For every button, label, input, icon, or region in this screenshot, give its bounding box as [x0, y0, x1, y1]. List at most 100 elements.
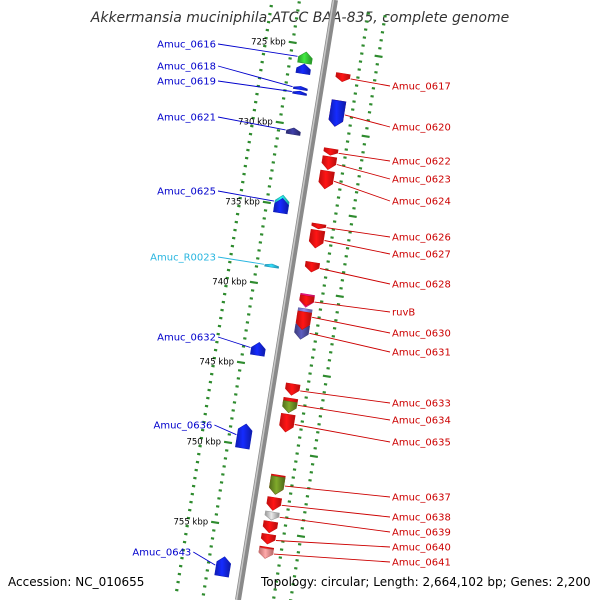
- tick-mark: [275, 120, 284, 125]
- gene-arrow[interactable]: [282, 400, 298, 414]
- gene-arrow[interactable]: [279, 412, 296, 433]
- gene-arrow[interactable]: [304, 260, 321, 273]
- tick-mark: [184, 532, 188, 536]
- tick-mark: [265, 28, 270, 32]
- gene-label[interactable]: Amuc_0633: [392, 399, 451, 410]
- tick-mark: [354, 84, 359, 87]
- gene-arrow[interactable]: [308, 228, 326, 249]
- tick-mark: [220, 308, 224, 312]
- gene-arrow[interactable]: [266, 496, 283, 511]
- gene-label[interactable]: Amuc_0631: [392, 348, 451, 359]
- gene-arrow[interactable]: [264, 510, 280, 521]
- gene-arrow[interactable]: [328, 99, 347, 127]
- gene-label[interactable]: Amuc_0619: [157, 77, 216, 88]
- gene-arrow[interactable]: [260, 532, 277, 545]
- backbone-highlight: [235, 0, 335, 600]
- tick-mark: [217, 324, 222, 328]
- tick-mark: [335, 294, 344, 299]
- leader-line: [312, 316, 391, 334]
- gene-arrow[interactable]: [273, 198, 289, 215]
- tick-mark: [177, 572, 182, 576]
- gene-label[interactable]: Amuc_0639: [392, 528, 451, 539]
- tick-mark: [262, 200, 271, 205]
- gene-arrow[interactable]: [318, 169, 335, 190]
- gene-arrow[interactable]: [285, 127, 301, 136]
- gene-label[interactable]: Amuc_0643: [132, 548, 191, 559]
- gene-label[interactable]: Amuc_0641: [392, 558, 451, 569]
- gene-label[interactable]: Amuc_0616: [157, 40, 216, 51]
- gene-arrow[interactable]: [323, 147, 339, 156]
- gene-label[interactable]: Amuc_0632: [157, 333, 216, 344]
- gene-label[interactable]: Amuc_0638: [392, 513, 451, 524]
- leader-line: [193, 551, 216, 566]
- gene-arrow[interactable]: [335, 72, 351, 82]
- gene-arrow[interactable]: [295, 310, 313, 330]
- gene-label[interactable]: Amuc_0627: [392, 250, 451, 261]
- leader-line: [281, 504, 391, 518]
- gene-label[interactable]: Amuc_R0023: [150, 253, 216, 264]
- tick-mark: [357, 68, 361, 71]
- gene-label[interactable]: Amuc_0630: [392, 329, 451, 340]
- gene-arrow[interactable]: [250, 342, 266, 357]
- tick-mark: [291, 582, 295, 586]
- gene-arrow[interactable]: [295, 63, 311, 76]
- gene-arrow[interactable]: [264, 263, 280, 269]
- tick-mark: [197, 452, 201, 456]
- gene-label[interactable]: Amuc_0635: [392, 438, 451, 449]
- gene-label[interactable]: Amuc_0623: [392, 175, 451, 186]
- gene-arrow[interactable]: [299, 294, 315, 306]
- gene-label[interactable]: Amuc_0624: [392, 197, 451, 208]
- tick-mark: [309, 454, 319, 459]
- gene-label[interactable]: Amuc_0640: [392, 543, 451, 554]
- tick-mark: [268, 12, 272, 16]
- tick-mark: [236, 360, 246, 365]
- tick-mark: [353, 92, 358, 95]
- gene-label[interactable]: Amuc_0636: [154, 421, 213, 432]
- tick-mark: [330, 236, 334, 239]
- tick-mark: [381, 22, 386, 26]
- gene-label[interactable]: Amuc_0637: [392, 493, 451, 504]
- tick-mark: [304, 502, 308, 506]
- tick-mark: [193, 476, 197, 480]
- tick-mark: [338, 188, 342, 191]
- gene-label[interactable]: Amuc_0620: [392, 123, 451, 134]
- gene-label[interactable]: Amuc_0634: [392, 416, 451, 427]
- tick-mark: [369, 102, 373, 106]
- gene-label[interactable]: Amuc_0621: [157, 113, 216, 124]
- gene-arrow[interactable]: [269, 475, 286, 495]
- tick-mark: [340, 278, 345, 282]
- gene-arrow[interactable]: [297, 51, 313, 65]
- gene-label[interactable]: Amuc_0626: [392, 233, 451, 244]
- gene-label[interactable]: Amuc_0625: [157, 187, 216, 198]
- tick-mark: [287, 500, 292, 503]
- gene-arrow[interactable]: [262, 520, 279, 534]
- gene-label[interactable]: Amuc_0622: [392, 157, 451, 168]
- tick-mark: [374, 54, 383, 59]
- tick-mark: [277, 564, 281, 567]
- tick-mark: [194, 468, 198, 472]
- leader-line: [326, 227, 391, 238]
- gene-label[interactable]: ruvB: [392, 308, 415, 319]
- leader-line: [294, 424, 391, 443]
- gene-arrow[interactable]: [292, 90, 307, 96]
- gene-label[interactable]: Amuc_0618: [157, 62, 216, 73]
- tick-mark: [180, 556, 184, 560]
- tick-mark: [341, 164, 346, 167]
- gene-arrow[interactable]: [321, 155, 338, 170]
- tick-mark: [323, 382, 328, 386]
- gene-arrow[interactable]: [214, 556, 232, 578]
- leader-line: [338, 152, 391, 162]
- gene-label[interactable]: Amuc_0628: [392, 280, 451, 291]
- gene-arrow[interactable]: [311, 222, 327, 230]
- tick-mark: [291, 476, 295, 479]
- gene-arrow[interactable]: [258, 547, 274, 559]
- gene-arrow[interactable]: [235, 423, 253, 450]
- gene-label[interactable]: Amuc_0617: [392, 82, 451, 93]
- gene-arrow[interactable]: [285, 382, 301, 396]
- tick-mark: [343, 262, 347, 266]
- tick-mark: [234, 393, 238, 396]
- tick-mark: [207, 388, 211, 392]
- tick-mark: [318, 308, 323, 311]
- gene-arrow[interactable]: [292, 86, 308, 92]
- scale-label: 755 kbp: [174, 518, 209, 528]
